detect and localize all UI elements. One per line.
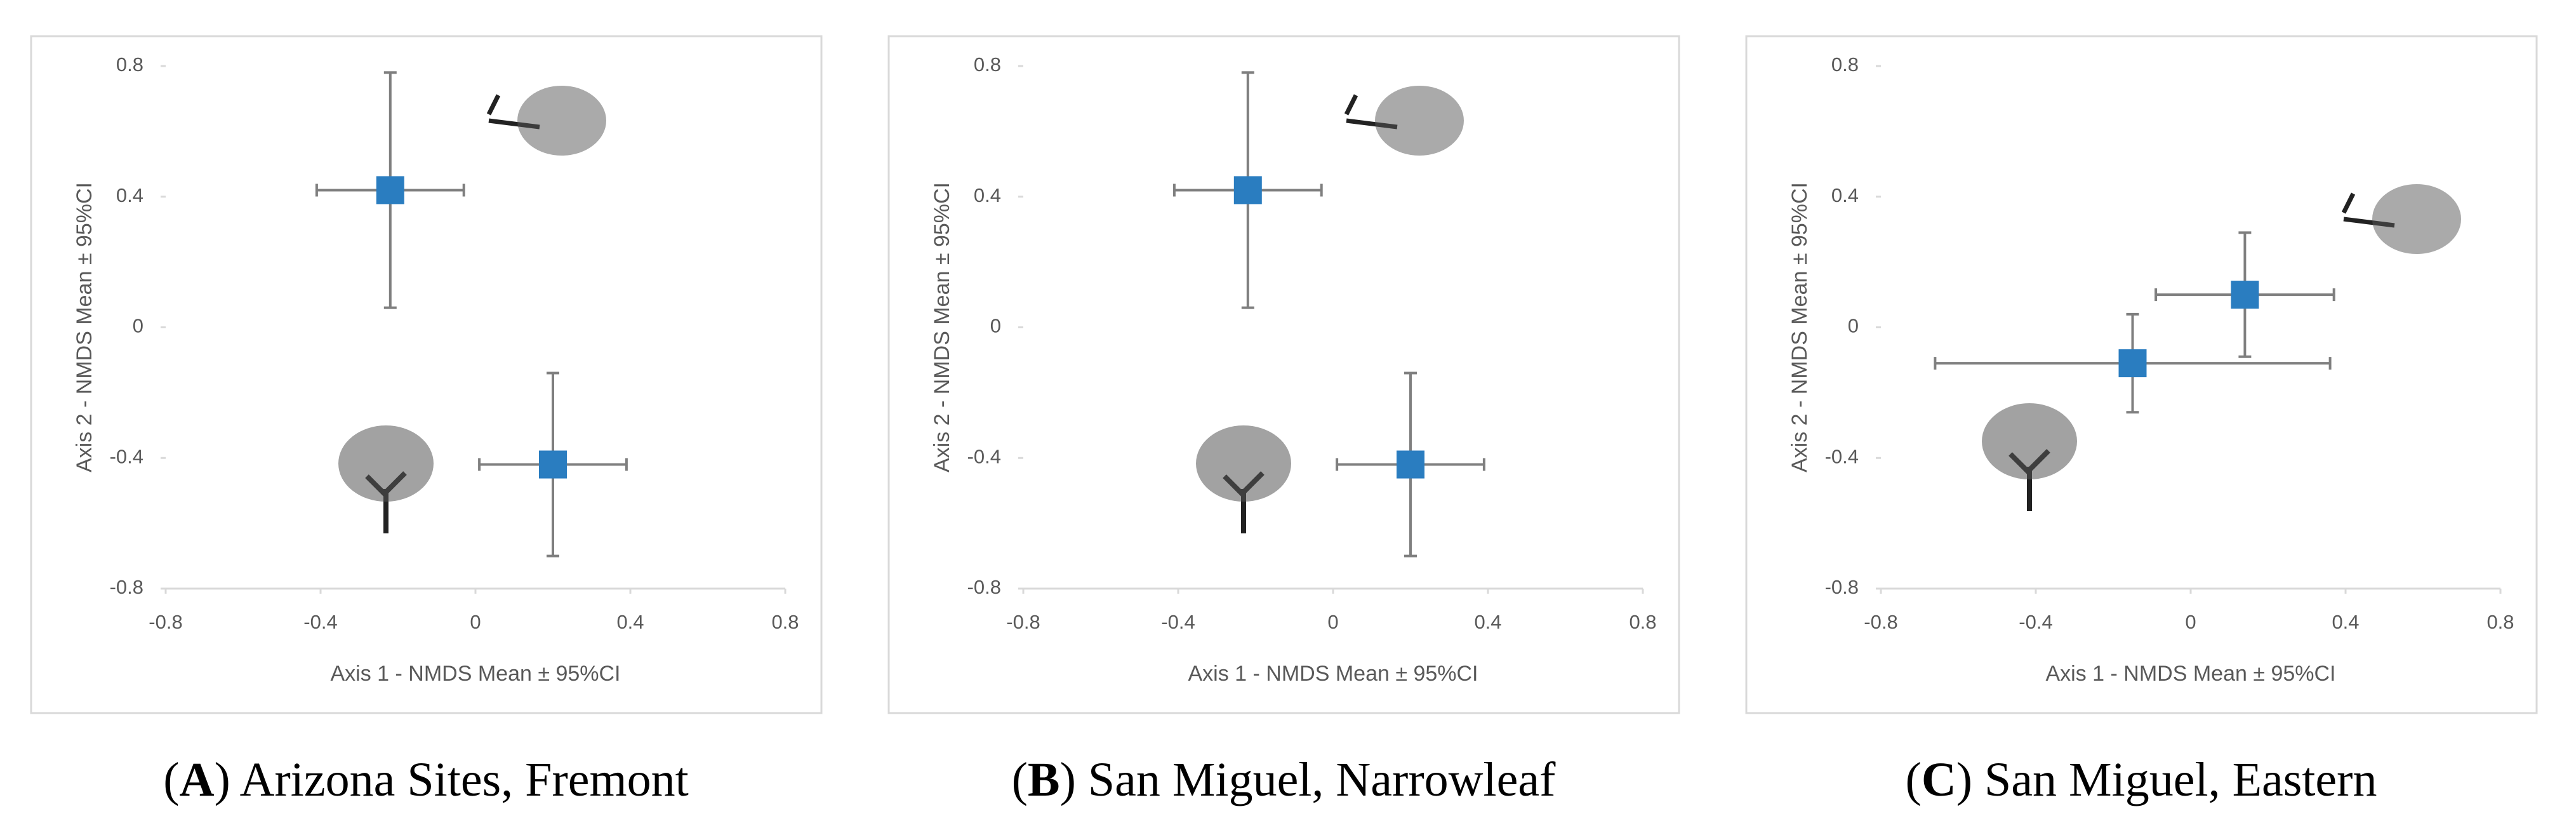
point <box>1397 450 1424 479</box>
point <box>2118 349 2147 378</box>
panel: -0.8 -0.4 0 0.4 0.8 -0.8 -0.4 0 0.4 0.8 Axis 1 - N… <box>30 35 823 806</box>
x-tick-label: 0 <box>2185 611 2196 633</box>
y-tick-label: 0.8 <box>116 53 143 76</box>
point <box>1233 176 1262 204</box>
x-axis-label: Axis 1 - NMDS Mean ± 95%CI <box>2045 662 2335 686</box>
x-error-cap <box>1934 357 2332 370</box>
x-tick-label: -0.4 <box>303 611 337 633</box>
caption-part: ) Arizona Sites, Fremont <box>214 753 688 806</box>
x-tick-label: 0.4 <box>1474 611 1501 633</box>
y-tick-label: -0.8 <box>110 576 143 598</box>
panel: -0.8 -0.4 0 0.4 0.8 -0.8 -0.4 0 0.4 0.8 Axis 1 - N… <box>1745 35 2538 806</box>
caption-part: ) San Miguel, Eastern <box>1956 753 2377 806</box>
caption-part: A <box>180 753 215 806</box>
x-tick-label: -0.8 <box>1006 611 1040 633</box>
y-error-cap <box>2126 312 2139 414</box>
caption-part: ( <box>1012 753 1028 806</box>
point <box>539 450 567 479</box>
caption-part: ( <box>163 753 179 806</box>
x-tick-label: 0.8 <box>2486 611 2514 633</box>
point <box>376 176 404 204</box>
x-tick-label: -0.4 <box>2019 611 2052 633</box>
y-tick-label: 0.4 <box>974 184 1001 206</box>
point <box>2231 281 2259 309</box>
x-axis-label: Axis 1 - NMDS Mean ± 95%CI <box>1188 662 1478 686</box>
y-tick-label: 0.8 <box>974 53 1001 76</box>
y-tick-label: 0.4 <box>1831 184 1859 206</box>
y-tick-label: -0.4 <box>1825 445 1859 467</box>
y-tick-label: 0.8 <box>1831 53 1859 76</box>
x-error-cap <box>1172 184 1323 197</box>
x-tick-label: 0.4 <box>2332 611 2359 633</box>
x-tick-label: 0.4 <box>616 611 644 633</box>
tree-icon <box>338 425 434 502</box>
y-tick-label: 0 <box>1848 315 1859 337</box>
caption-part: ) San Miguel, Narrowleaf <box>1060 753 1557 806</box>
y-tick-label: -0.8 <box>1825 576 1859 598</box>
x-error-cap <box>1336 458 1485 471</box>
x-tick-label: 0.8 <box>1629 611 1656 633</box>
y-tick-label: -0.4 <box>110 445 143 467</box>
y-error-cap <box>1404 371 1417 558</box>
branch-icon <box>2372 184 2461 254</box>
y-tick-label: -0.4 <box>967 445 1001 467</box>
panel-frame <box>30 35 823 714</box>
caption: (A) Arizona Sites, Fremont <box>163 753 688 806</box>
caption-part: C <box>1922 753 1956 806</box>
caption: (B) San Miguel, Narrowleaf <box>1012 753 1557 806</box>
x-tick-label: -0.4 <box>1161 611 1195 633</box>
y-error-cap <box>383 71 397 309</box>
y-axis-label: Axis 2 - NMDS Mean ± 95%CI <box>1788 182 1812 472</box>
x-tick-label: 0.8 <box>771 611 799 633</box>
panel-frame <box>887 35 1680 714</box>
tree-icon <box>1196 425 1291 502</box>
caption: (C) San Miguel, Eastern <box>1906 753 2377 806</box>
branch-icon <box>1375 86 1464 156</box>
branch-icon <box>517 86 606 156</box>
y-tick-label: 0.4 <box>116 184 143 206</box>
panel: -0.8 -0.4 0 0.4 0.8 -0.8 -0.4 0 0.4 0.8 Axis 1 - N… <box>887 35 1680 806</box>
y-tick-label: 0 <box>990 315 1001 337</box>
x-error-cap <box>2154 288 2335 302</box>
x-tick-label: 0 <box>1327 611 1338 633</box>
x-axis-label: Axis 1 - NMDS Mean ± 95%CI <box>330 662 620 686</box>
caption-part: B <box>1028 753 1060 806</box>
y-error-cap <box>547 371 559 558</box>
y-tick-label: -0.8 <box>967 576 1001 598</box>
x-error-cap <box>315 184 465 197</box>
x-tick-label: -0.8 <box>149 611 182 633</box>
caption-part: ( <box>1906 753 1922 806</box>
tree-icon <box>1982 403 2077 479</box>
x-tick-label: 0 <box>470 611 481 633</box>
x-tick-label: -0.8 <box>1864 611 1897 633</box>
y-axis-label: Axis 2 - NMDS Mean ± 95%CI <box>930 182 954 472</box>
y-error-cap <box>1241 71 1254 309</box>
y-axis-label: Axis 2 - NMDS Mean ± 95%CI <box>72 182 96 472</box>
y-error-cap <box>2238 231 2252 358</box>
y-tick-label: 0 <box>133 315 143 337</box>
x-error-cap <box>478 458 628 471</box>
